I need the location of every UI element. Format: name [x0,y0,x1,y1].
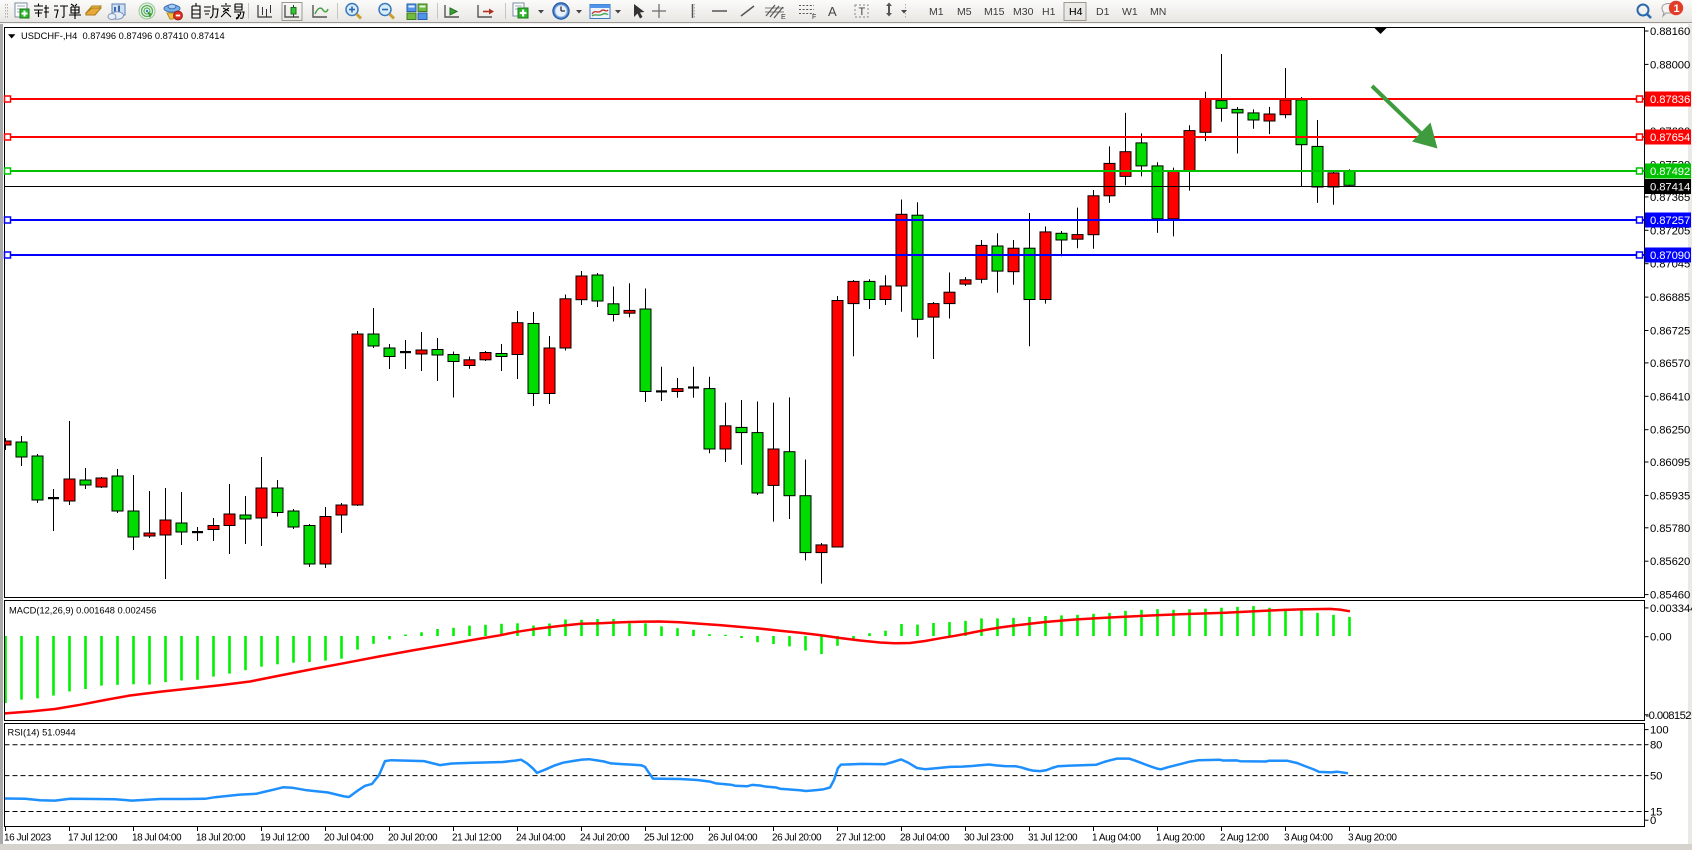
svg-text:26 Jul 20:00: 26 Jul 20:00 [772,833,822,844]
svg-text:0.86410: 0.86410 [1650,391,1690,403]
svg-text:USDCHF-,H4 0.87496 0.87496 0.: USDCHF-,H4 0.87496 0.87496 0.87410 0.874… [21,31,225,41]
svg-text:0.003344: 0.003344 [1650,603,1692,615]
svg-text:M1: M1 [929,6,944,18]
svg-text:1 Aug 04:00: 1 Aug 04:00 [1092,833,1141,844]
svg-text:RSI(14) 51.0944: RSI(14) 51.0944 [8,728,76,738]
svg-text:0.87205: 0.87205 [1650,225,1690,237]
svg-text:3 Aug 20:00: 3 Aug 20:00 [1348,833,1397,844]
svg-text:0.87414: 0.87414 [1650,182,1690,194]
svg-text:0.87257: 0.87257 [1650,215,1690,227]
svg-text:H1: H1 [1042,6,1056,18]
svg-text:0.87654: 0.87654 [1650,132,1690,144]
svg-text:0.86250: 0.86250 [1650,425,1690,437]
svg-text:50: 50 [1650,771,1662,783]
svg-text:A: A [828,4,837,19]
svg-text:0.87836: 0.87836 [1650,94,1690,106]
svg-text:27 Jul 12:00: 27 Jul 12:00 [836,833,886,844]
svg-text:0.86570: 0.86570 [1650,358,1690,370]
svg-text:H4: H4 [1069,6,1083,18]
svg-text:0.88160: 0.88160 [1650,26,1690,38]
svg-text:3 Aug 04:00: 3 Aug 04:00 [1284,833,1333,844]
svg-text:17 Jul 12:00: 17 Jul 12:00 [68,833,118,844]
svg-text:W1: W1 [1122,6,1138,18]
svg-text:1 Aug 20:00: 1 Aug 20:00 [1156,833,1205,844]
svg-text:31 Jul 12:00: 31 Jul 12:00 [1028,833,1078,844]
svg-text:M30: M30 [1013,6,1034,18]
svg-text:M15: M15 [984,6,1005,18]
svg-text:16 Jul 2023: 16 Jul 2023 [4,833,52,844]
svg-text:30 Jul 23:00: 30 Jul 23:00 [964,833,1014,844]
svg-text:E: E [781,14,786,21]
svg-text:M5: M5 [957,6,972,18]
svg-text:-0.008152: -0.008152 [1646,710,1692,722]
svg-text:20 Jul 04:00: 20 Jul 04:00 [324,833,374,844]
svg-text:0.87090: 0.87090 [1650,250,1690,262]
svg-text:24 Jul 20:00: 24 Jul 20:00 [580,833,630,844]
svg-text:15: 15 [1650,807,1662,819]
svg-text:F: F [812,14,816,21]
svg-text:D1: D1 [1096,6,1110,18]
svg-text:0.88000: 0.88000 [1650,59,1690,71]
svg-text:18 Jul 20:00: 18 Jul 20:00 [196,833,246,844]
svg-text:0.85780: 0.85780 [1650,523,1690,535]
svg-text:T: T [859,6,866,18]
svg-text:0: 0 [1650,815,1656,827]
svg-text:0.85460: 0.85460 [1650,590,1690,602]
svg-text:0.85620: 0.85620 [1650,556,1690,568]
svg-text:0.85935: 0.85935 [1650,490,1690,502]
svg-text:MACD(12,26,9) 0.001648 0.00245: MACD(12,26,9) 0.001648 0.002456 [9,606,156,616]
svg-text:24 Jul 04:00: 24 Jul 04:00 [516,833,566,844]
svg-text:2 Aug 12:00: 2 Aug 12:00 [1220,833,1269,844]
svg-text:0.00: 0.00 [1650,632,1672,644]
svg-text:1: 1 [1674,3,1680,15]
svg-text:0.86725: 0.86725 [1650,326,1690,338]
svg-text:0.87492: 0.87492 [1650,166,1690,178]
svg-text:25 Jul 12:00: 25 Jul 12:00 [644,833,694,844]
svg-text:20 Jul 20:00: 20 Jul 20:00 [388,833,438,844]
svg-text:26 Jul 04:00: 26 Jul 04:00 [708,833,758,844]
svg-text:0.87365: 0.87365 [1650,192,1690,204]
svg-text:19 Jul 12:00: 19 Jul 12:00 [260,833,310,844]
svg-text:28 Jul 04:00: 28 Jul 04:00 [900,833,950,844]
svg-text:100: 100 [1650,725,1669,737]
svg-text:0.86885: 0.86885 [1650,292,1690,304]
svg-text:18 Jul 04:00: 18 Jul 04:00 [132,833,182,844]
svg-text:21 Jul 12:00: 21 Jul 12:00 [452,833,502,844]
svg-text:MN: MN [1150,6,1166,18]
svg-text:80: 80 [1650,740,1662,752]
svg-text:0.86095: 0.86095 [1650,457,1690,469]
